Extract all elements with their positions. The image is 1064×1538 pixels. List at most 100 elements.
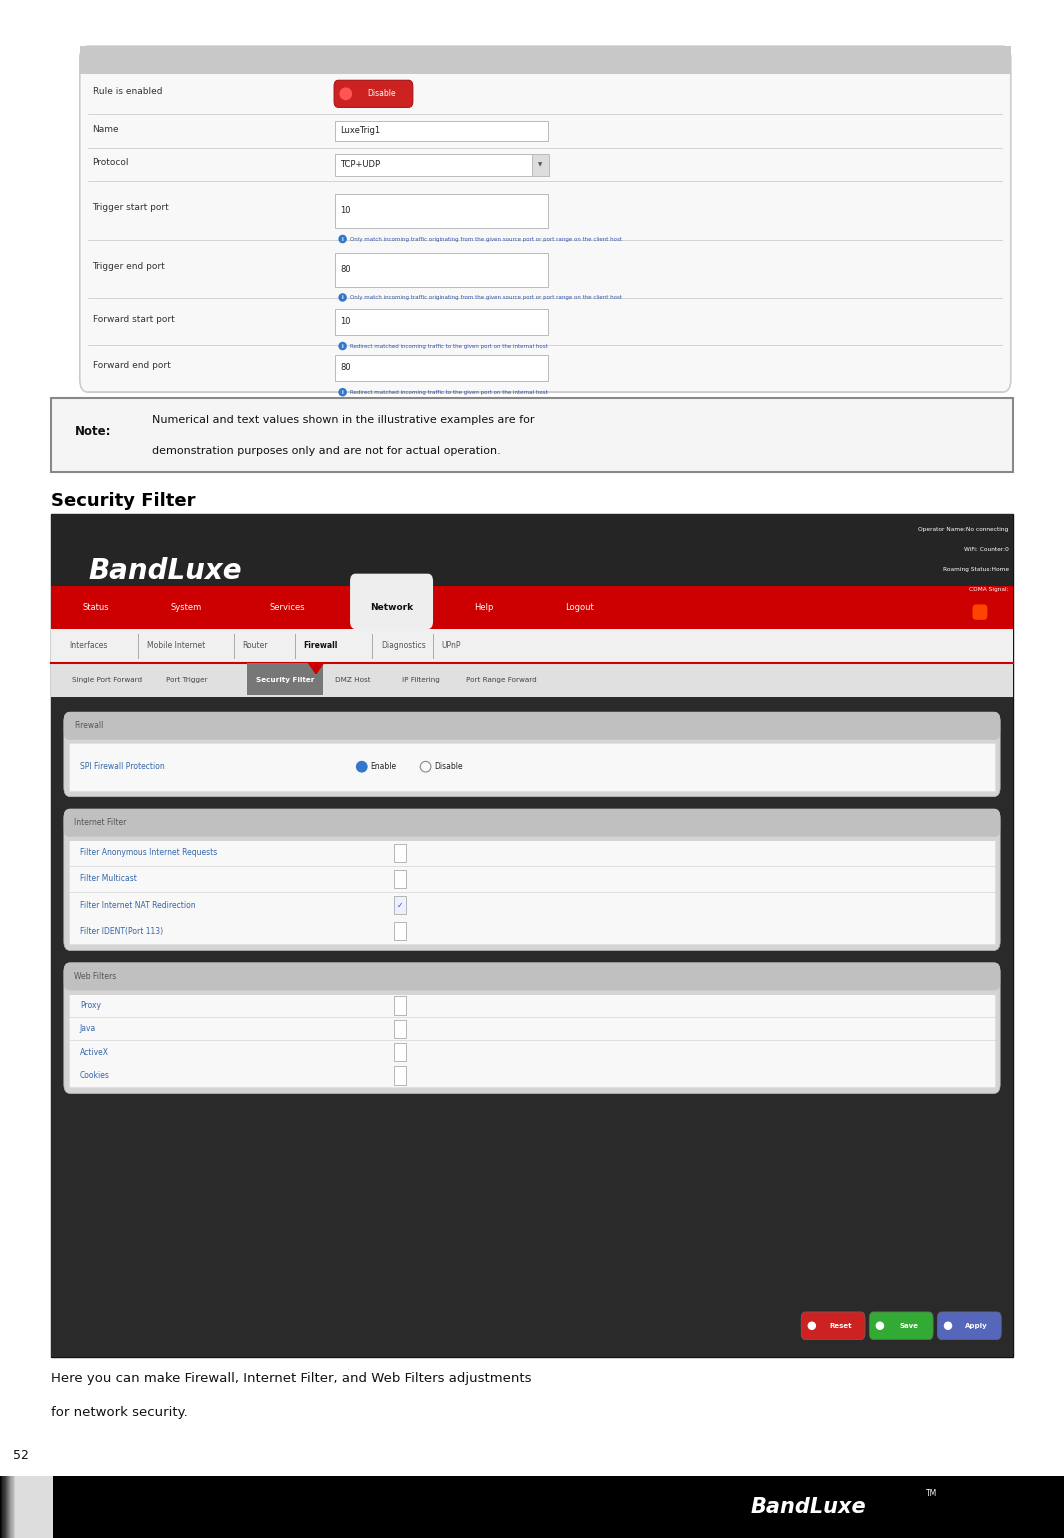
Ellipse shape xyxy=(356,761,367,772)
Text: IP Filtering: IP Filtering xyxy=(402,677,440,683)
Text: Enable: Enable xyxy=(370,763,397,771)
Text: Interfaces: Interfaces xyxy=(69,641,107,651)
Ellipse shape xyxy=(339,88,352,100)
Text: Firewall: Firewall xyxy=(303,641,337,651)
Text: LuxeTrig1: LuxeTrig1 xyxy=(340,126,381,135)
Bar xyxy=(51,514,1013,1357)
Bar xyxy=(14,1476,52,1538)
Bar xyxy=(5,1476,44,1538)
Text: i: i xyxy=(342,295,344,300)
FancyBboxPatch shape xyxy=(64,963,1000,990)
Bar xyxy=(11,1476,48,1538)
Text: Disable: Disable xyxy=(434,763,463,771)
Text: BandLuxe: BandLuxe xyxy=(88,557,242,586)
Bar xyxy=(12,1476,49,1538)
Ellipse shape xyxy=(338,388,347,397)
FancyBboxPatch shape xyxy=(869,1312,933,1340)
Bar xyxy=(335,309,548,335)
Text: i: i xyxy=(342,389,344,395)
Text: Trigger end port: Trigger end port xyxy=(93,261,165,271)
Ellipse shape xyxy=(808,1321,816,1330)
Text: Filter IDENT(Port 113): Filter IDENT(Port 113) xyxy=(80,927,163,935)
Text: Protocol: Protocol xyxy=(93,158,129,168)
Text: SPI Firewall Protection: SPI Firewall Protection xyxy=(80,763,165,771)
Text: Help: Help xyxy=(475,603,494,612)
FancyBboxPatch shape xyxy=(350,574,433,629)
Bar xyxy=(0,1476,1064,1538)
Text: Disable: Disable xyxy=(368,89,396,98)
Text: 10: 10 xyxy=(340,206,351,215)
Ellipse shape xyxy=(338,341,347,351)
Text: Rule is enabled: Rule is enabled xyxy=(93,88,162,97)
Ellipse shape xyxy=(876,1321,884,1330)
FancyBboxPatch shape xyxy=(64,809,1000,837)
Bar xyxy=(2,1476,40,1538)
Bar xyxy=(4,1476,43,1538)
Text: ActiveX: ActiveX xyxy=(80,1047,109,1057)
Bar xyxy=(394,843,406,861)
Text: DMZ Host: DMZ Host xyxy=(335,677,370,683)
Bar xyxy=(394,997,406,1015)
Text: i: i xyxy=(342,343,344,349)
Bar xyxy=(69,994,995,1087)
Text: BandLuxe: BandLuxe xyxy=(751,1496,866,1518)
Text: Forward start port: Forward start port xyxy=(93,315,174,323)
Bar xyxy=(69,840,995,944)
Bar xyxy=(335,355,548,381)
Text: Trigger start port: Trigger start port xyxy=(93,203,169,212)
Text: Network: Network xyxy=(370,603,413,612)
Bar xyxy=(51,663,1013,697)
FancyBboxPatch shape xyxy=(64,809,1000,950)
Text: CDMA Signal:: CDMA Signal: xyxy=(969,586,1009,592)
Text: Here you can make Firewall, Internet Filter, and Web Filters adjustments: Here you can make Firewall, Internet Fil… xyxy=(51,1372,532,1384)
Text: i: i xyxy=(342,237,344,241)
Text: Cookies: Cookies xyxy=(80,1070,110,1080)
FancyBboxPatch shape xyxy=(937,1312,1001,1340)
Bar xyxy=(394,895,406,914)
Bar xyxy=(15,1476,53,1538)
FancyBboxPatch shape xyxy=(334,80,413,108)
Bar xyxy=(6,1476,45,1538)
Bar xyxy=(247,663,323,695)
FancyBboxPatch shape xyxy=(80,46,1011,392)
Text: Router: Router xyxy=(243,641,268,651)
Bar xyxy=(532,154,549,175)
Text: Port Range Forward: Port Range Forward xyxy=(466,677,536,683)
Ellipse shape xyxy=(338,235,347,243)
Text: Name: Name xyxy=(93,125,119,134)
Bar xyxy=(394,1043,406,1061)
Bar xyxy=(394,921,406,940)
Text: 80: 80 xyxy=(340,363,351,372)
Text: for network security.: for network security. xyxy=(51,1406,188,1418)
Text: Note:: Note: xyxy=(74,424,111,438)
Bar xyxy=(1,1476,39,1538)
Text: Single Port Forward: Single Port Forward xyxy=(72,677,143,683)
Text: Status: Status xyxy=(82,603,110,612)
Bar xyxy=(51,629,1013,663)
Text: WiFi: Counter:0: WiFi: Counter:0 xyxy=(964,546,1009,552)
Text: Internet Filter: Internet Filter xyxy=(74,818,127,827)
Bar xyxy=(394,1066,406,1084)
Text: Java: Java xyxy=(80,1024,96,1034)
Ellipse shape xyxy=(338,294,347,301)
Text: System: System xyxy=(170,603,202,612)
Text: 80: 80 xyxy=(340,265,351,274)
Bar xyxy=(51,514,1013,629)
Bar xyxy=(335,252,548,286)
Bar xyxy=(51,398,1013,472)
Bar xyxy=(10,1476,47,1538)
Text: Filter Multicast: Filter Multicast xyxy=(80,875,136,883)
Bar xyxy=(51,586,1013,629)
Text: TM: TM xyxy=(926,1489,937,1498)
Text: UPnP: UPnP xyxy=(442,641,461,651)
Text: Firewall: Firewall xyxy=(74,721,104,731)
Text: demonstration purposes only and are not for actual operation.: demonstration purposes only and are not … xyxy=(152,446,501,457)
Text: Reset: Reset xyxy=(829,1323,852,1329)
Text: 52: 52 xyxy=(13,1449,29,1461)
Text: Filter Anonymous Internet Requests: Filter Anonymous Internet Requests xyxy=(80,849,217,857)
Bar xyxy=(394,871,406,889)
Text: Port Trigger: Port Trigger xyxy=(166,677,207,683)
Text: Forward end port: Forward end port xyxy=(93,361,170,369)
Text: Web Filters: Web Filters xyxy=(74,972,117,981)
Text: Services: Services xyxy=(269,603,305,612)
